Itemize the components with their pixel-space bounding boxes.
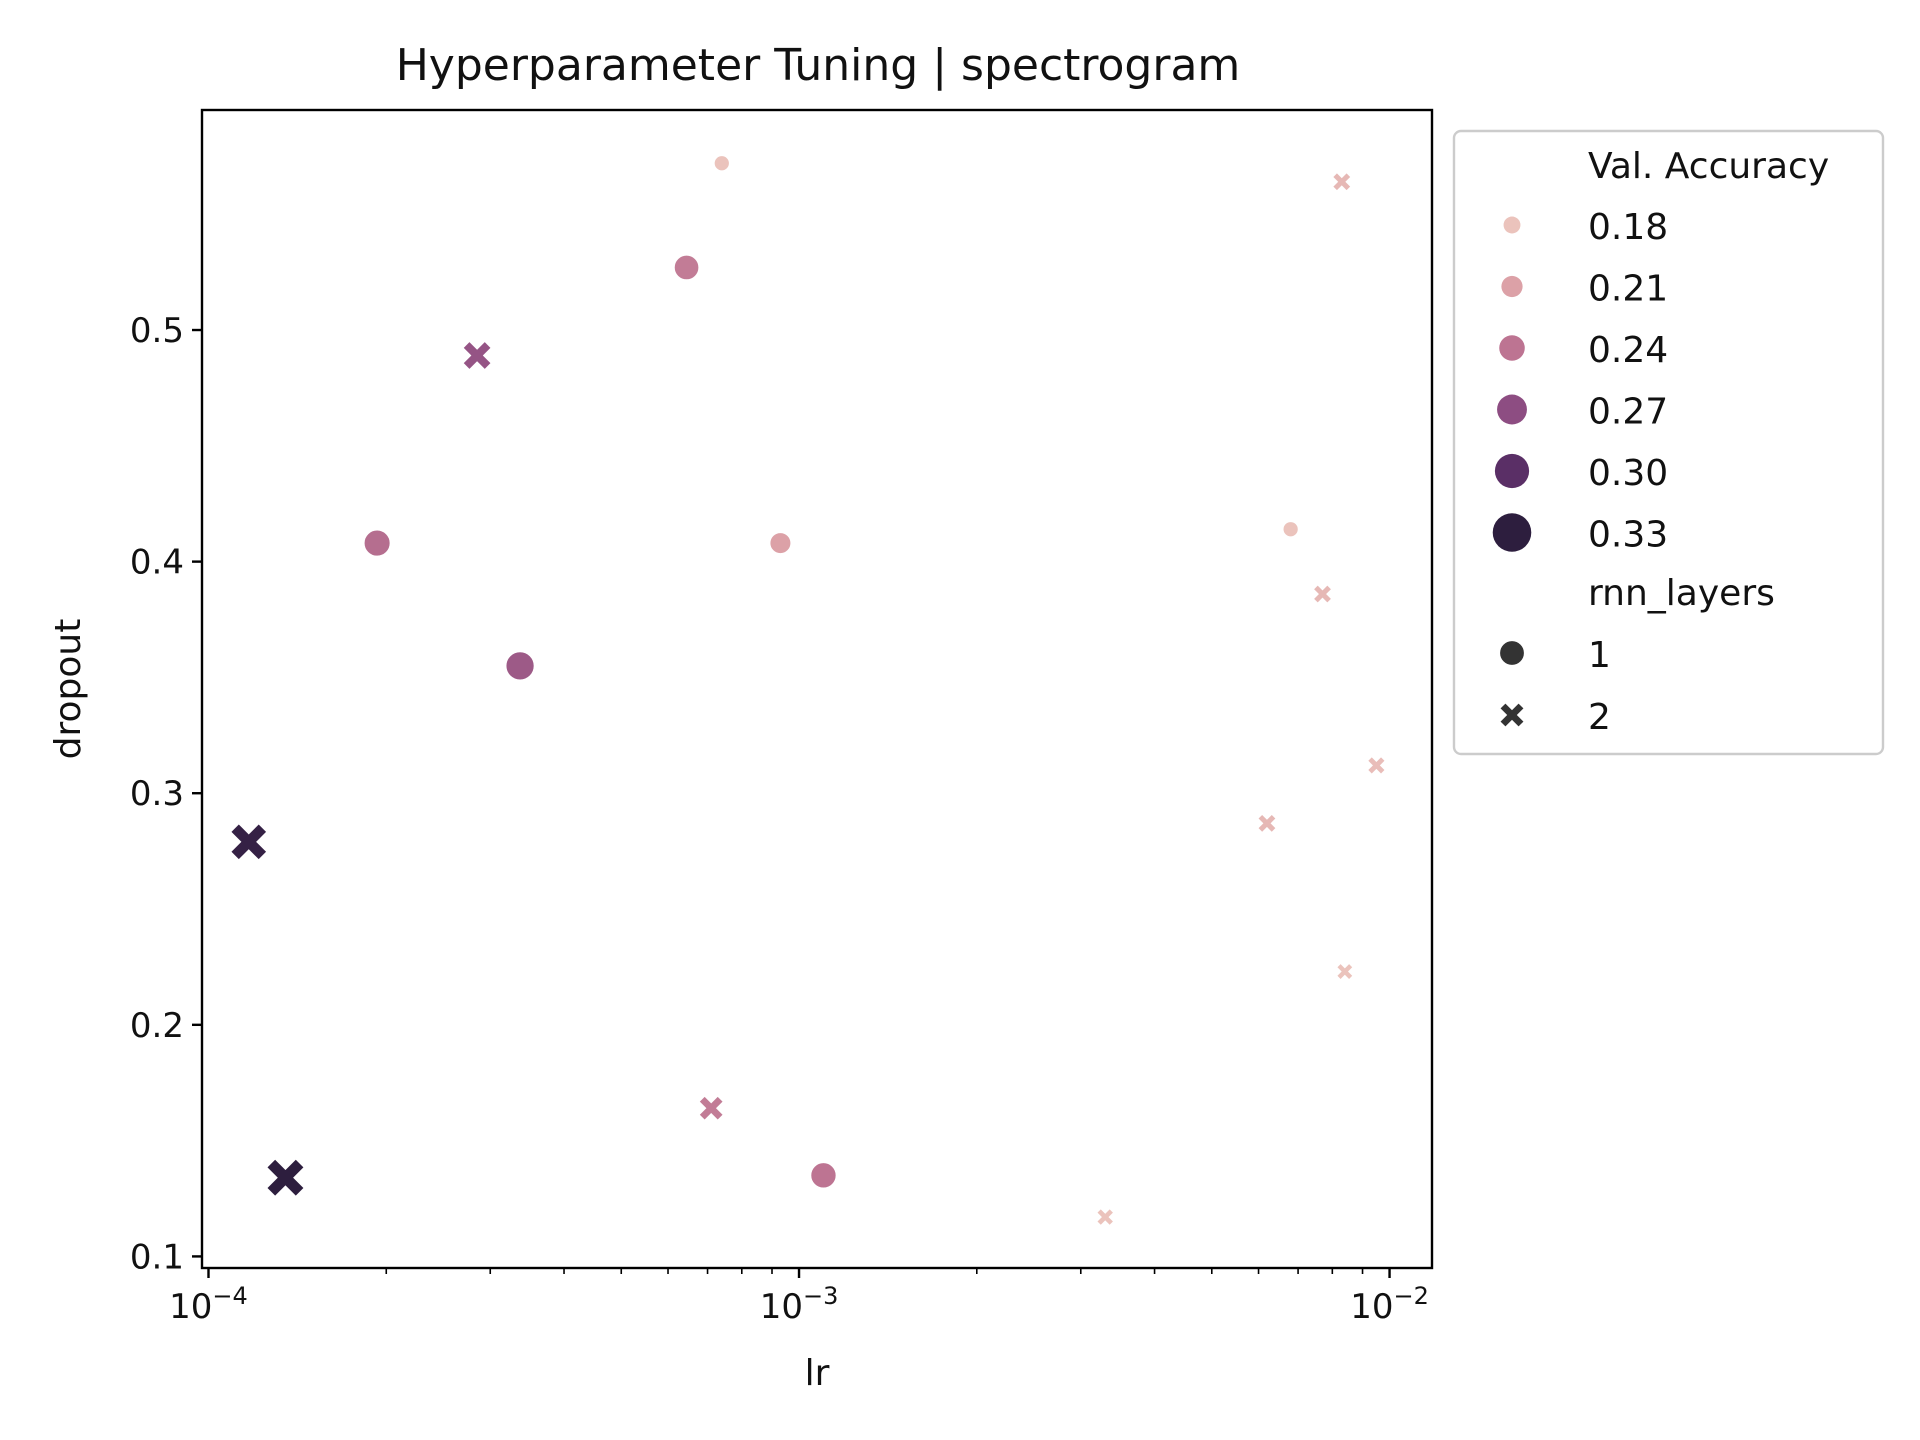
data-point-x	[1333, 173, 1351, 191]
x-marker-stroke	[1258, 814, 1276, 832]
data-point-x	[1314, 585, 1331, 603]
legend-hue-marker	[1492, 513, 1532, 552]
data-points	[231, 154, 1385, 1225]
x-marker-stroke	[1500, 703, 1524, 727]
legend-hue-marker	[1503, 216, 1521, 234]
data-point-circle	[673, 254, 700, 281]
plot-area-frame	[200, 108, 1434, 1270]
data-point-x	[1368, 757, 1385, 774]
data-point-x	[1337, 964, 1353, 979]
data-point-x	[231, 824, 267, 860]
data-point-x	[699, 1096, 723, 1120]
y-tick-label: 0.1	[130, 1237, 184, 1277]
legend-circle-marker	[1498, 639, 1526, 667]
data-point-x	[463, 342, 491, 369]
legend-style-title: rnn_layers	[1588, 573, 1775, 614]
legend-frame	[1452, 129, 1885, 756]
legend-hue-marker	[1501, 275, 1523, 298]
legend-hue-marker	[1499, 335, 1525, 361]
x-marker-stroke	[267, 1159, 304, 1196]
y-tick-label: 0.5	[130, 311, 184, 351]
x-marker-stroke	[1314, 585, 1331, 603]
x-marker-stroke	[1337, 964, 1353, 979]
x-marker-stroke	[1333, 173, 1351, 191]
y-axis-label: dropout	[48, 619, 89, 760]
x-marker-stroke	[1368, 757, 1385, 774]
legend-hue-label: 0.30	[1588, 453, 1668, 494]
data-point-circle	[713, 154, 731, 172]
legend-hue-items: 0.18 0.21 0.24 0.27 0.30 0.33	[1492, 207, 1668, 556]
legend-hue-label: 0.24	[1588, 330, 1668, 371]
legend-style-items: 12	[1498, 635, 1611, 738]
x-minor-ticks	[385, 1268, 1364, 1274]
data-point-circle	[1282, 520, 1299, 538]
legend-hue-label: 0.27	[1588, 392, 1668, 433]
x-axis-label: lr	[805, 1353, 830, 1394]
data-point-circle	[363, 529, 391, 557]
chart-title: Hyperparameter Tuning | spectrogram	[396, 40, 1241, 91]
x-tick-label: 10−4	[169, 1282, 248, 1327]
legend-hue-label: 0.21	[1588, 269, 1668, 310]
data-point-circle	[769, 531, 792, 555]
data-point-x	[1097, 1209, 1113, 1225]
x-marker-stroke	[231, 824, 267, 860]
y-tick-label: 0.3	[130, 774, 184, 814]
legend-hue-label: 0.33	[1588, 515, 1668, 556]
x-axis: 10−4 10−3 10−2	[169, 1268, 1429, 1327]
x-marker-stroke	[699, 1096, 723, 1120]
legend-hue-label: 0.18	[1588, 207, 1668, 248]
data-point-circle	[505, 651, 535, 681]
x-marker-stroke	[1097, 1209, 1113, 1225]
legend-hue-marker	[1494, 453, 1530, 489]
legend: Val. Accuracy 0.18 0.21 0.24 0.27 0.30 0.33 r…	[1452, 129, 1885, 756]
legend-style-label: 1	[1588, 635, 1611, 676]
x-tick-label: 10−3	[760, 1282, 839, 1327]
x-tick-label: 10−2	[1350, 1282, 1429, 1327]
x-marker-stroke	[463, 342, 491, 369]
legend-style-label: 2	[1588, 697, 1611, 738]
data-point-x	[1258, 814, 1276, 832]
legend-hue-title: Val. Accuracy	[1588, 146, 1829, 187]
y-axis: 0.1 0.2 0.3 0.4 0.5	[130, 311, 202, 1277]
legend-x-marker	[1500, 703, 1524, 727]
data-point-circle	[810, 1161, 837, 1189]
y-tick-label: 0.2	[130, 1006, 184, 1046]
data-point-x	[267, 1159, 304, 1196]
legend-hue-marker	[1497, 394, 1527, 425]
y-tick-label: 0.4	[130, 543, 184, 583]
